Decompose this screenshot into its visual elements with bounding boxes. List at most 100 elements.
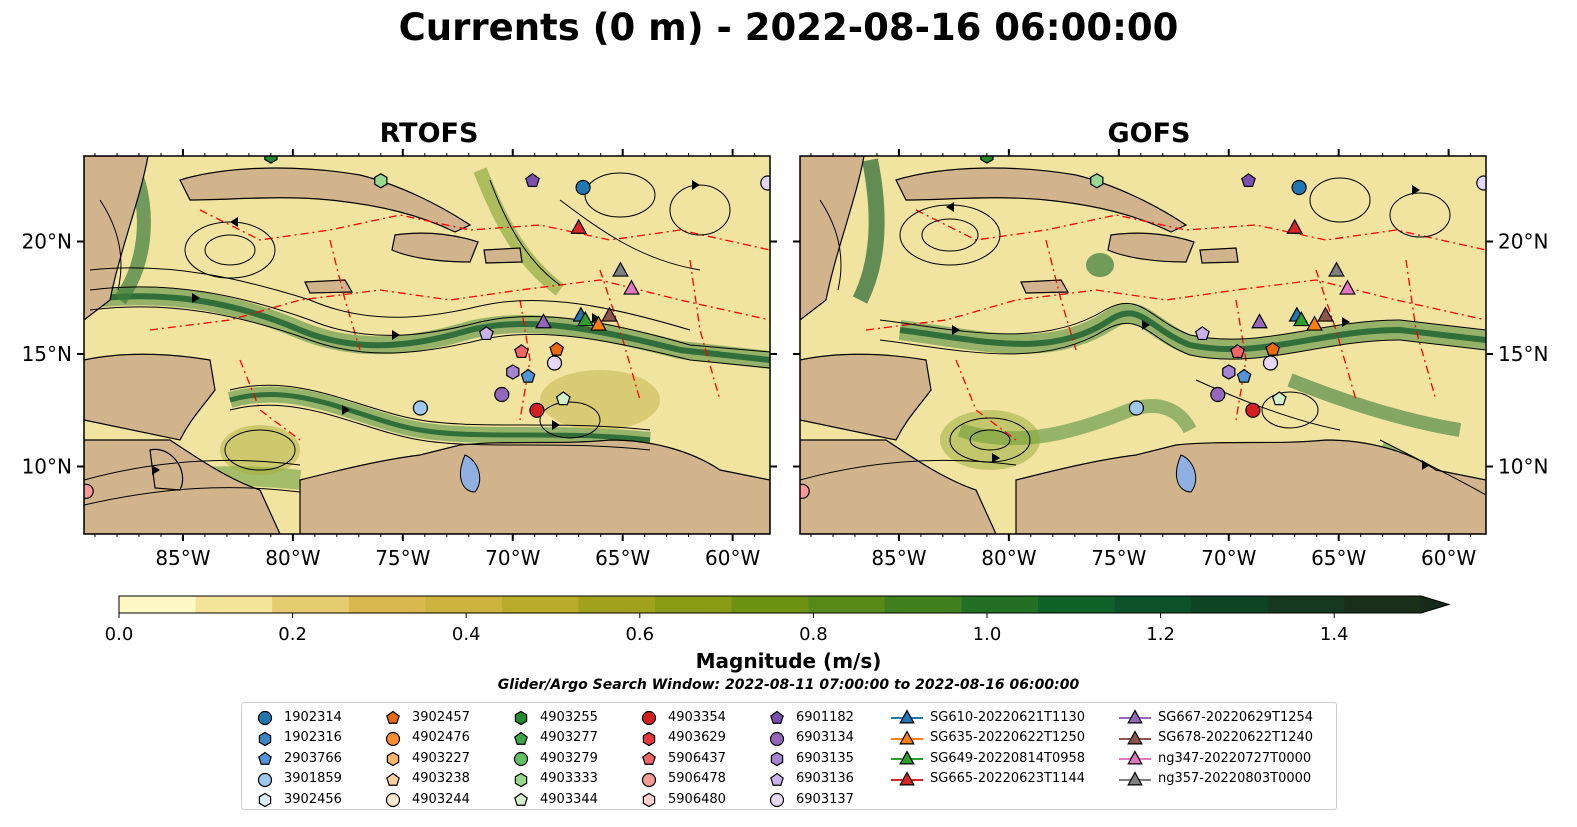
marker-SG667-20220629T1254 [1251, 313, 1268, 329]
legend-entry: ng357-20220803T0000 [1118, 769, 1313, 790]
marker-6903137 [1262, 355, 1279, 371]
legend-entry: 4903227 [380, 748, 470, 769]
marker-6903137 [760, 175, 770, 191]
legend-marker-icon [1119, 709, 1151, 724]
legend-entry: 6901182 [764, 707, 854, 728]
legend-label: 4903244 [412, 791, 470, 807]
x-tick-label: 85°W [155, 546, 210, 570]
legend-marker-icon [386, 711, 400, 725]
legend-marker [386, 772, 400, 786]
legend-marker-icon [386, 752, 400, 767]
legend-column: 6901182 6903134 6903135 6903136 6903137 [764, 707, 854, 810]
legend-marker [513, 752, 529, 767]
legend-label: SG649-20220814T0958 [930, 750, 1086, 766]
marker-4903344 [1271, 391, 1287, 406]
legend-marker [514, 711, 528, 726]
panel-title-gofs: GOFS [1107, 118, 1191, 149]
marker-6901182 [1241, 173, 1256, 188]
marker-1902314 [1291, 179, 1307, 196]
colorbar-bin [961, 596, 1039, 613]
legend-marker-icon [891, 771, 923, 786]
legend-marker [899, 730, 915, 745]
legend-entry: SG610-20220621T1130 [890, 707, 1085, 728]
search-window-caption: Glider/Argo Search Window: 2022-08-11 07… [497, 677, 1080, 693]
legend-marker [1127, 730, 1143, 745]
legend-entry: 4903244 [380, 789, 470, 810]
colorbar-bin [884, 596, 962, 613]
marker-3902457 [1265, 341, 1281, 356]
legend-label: 4903238 [412, 771, 470, 787]
y-tick-label: 15°N [22, 342, 72, 366]
colorbar-bin [119, 596, 197, 613]
legend-label: SG610-20220621T1130 [930, 709, 1086, 725]
legend-marker [257, 711, 273, 726]
colorbar-bin [501, 596, 580, 613]
marker-SG678-20220622T1240 [601, 306, 618, 322]
legend-label: 3902456 [284, 791, 342, 807]
marker-2903766 [1236, 368, 1252, 383]
legend: 1902314 1902316 2903766 3901859 3902456 39024… [241, 702, 1337, 810]
legend-marker [770, 711, 784, 725]
legend-label: 3901859 [284, 771, 342, 787]
legend-marker [642, 752, 656, 766]
legend-column: 3902457 4902476 4903227 4903238 4903244 [380, 707, 470, 810]
marker-3901859 [1128, 400, 1145, 416]
x-tick-label: 65°W [595, 546, 650, 570]
legend-marker [257, 772, 273, 787]
legend-marker [769, 793, 785, 808]
float-markers-rtofs [84, 156, 770, 499]
legend-label: ng357-20220803T0000 [1158, 771, 1312, 787]
chart-title: Currents (0 m) - 2022-08-16 06:00:00 [398, 6, 1179, 49]
legend-marker-icon [642, 752, 656, 766]
legend-entry: 5906480 [636, 789, 726, 810]
legend-marker-icon [770, 752, 784, 767]
legend-entry: 1902316 [252, 728, 342, 749]
colorbar-tick-label: 0.8 [799, 624, 828, 645]
marker-SG678-20220622T1240 [1317, 306, 1334, 322]
eez-boundaries [149, 209, 770, 441]
legend-entry: 4903344 [508, 789, 598, 810]
legend-marker-icon [641, 772, 657, 787]
colorbar-bin [348, 596, 426, 613]
land-masses [800, 156, 1486, 534]
marker-SG635-20220622T1250 [590, 315, 607, 331]
y-tick-label: 10°N [1498, 455, 1548, 479]
colorbar-bin [425, 596, 503, 613]
marker-6903134 [1210, 386, 1226, 403]
legend-marker-icon [385, 731, 401, 746]
legend-marker-icon [514, 772, 528, 787]
marker-4903354 [1245, 402, 1261, 418]
legend-label: 4902476 [412, 730, 470, 746]
legend-entry: 3902457 [380, 707, 470, 728]
legend-marker [258, 752, 272, 766]
marker-SG665-20220623T1144 [570, 218, 588, 234]
legend-label: 4903629 [668, 730, 726, 746]
legend-label: 4903344 [540, 791, 598, 807]
legend-marker-icon [258, 793, 272, 808]
streamlines [84, 172, 770, 506]
legend-entry: 6903137 [764, 789, 854, 810]
legend-marker-icon [1119, 730, 1151, 745]
map-frame-rtofs [83, 155, 771, 535]
x-tick-label: 70°W [1201, 546, 1256, 570]
marker-5906478 [800, 483, 810, 499]
legend-entry: 4903277 [508, 728, 598, 749]
colorbar-bin [1191, 596, 1269, 613]
legend-marker [514, 772, 528, 787]
legend-marker [641, 711, 657, 726]
x-tick-label: 70°W [485, 546, 540, 570]
marker-6903137 [546, 355, 563, 371]
legend-label: SG667-20220629T1254 [1158, 709, 1314, 725]
map-panel-rtofs [84, 156, 770, 534]
colorbar-bin [1267, 596, 1345, 613]
marker-ng357-20220803T0000 [612, 261, 629, 277]
colorbar-tick-label: 0.4 [452, 624, 481, 645]
legend-label: 1902316 [284, 730, 342, 746]
legend-column: 4903354 4903629 5906437 5906478 5906480 [636, 707, 726, 810]
legend-marker [770, 752, 784, 767]
marker-4903344 [555, 391, 571, 406]
land-masses [84, 156, 770, 534]
x-tick-label: 60°W [1421, 546, 1476, 570]
legend-label: 2903766 [284, 750, 342, 766]
